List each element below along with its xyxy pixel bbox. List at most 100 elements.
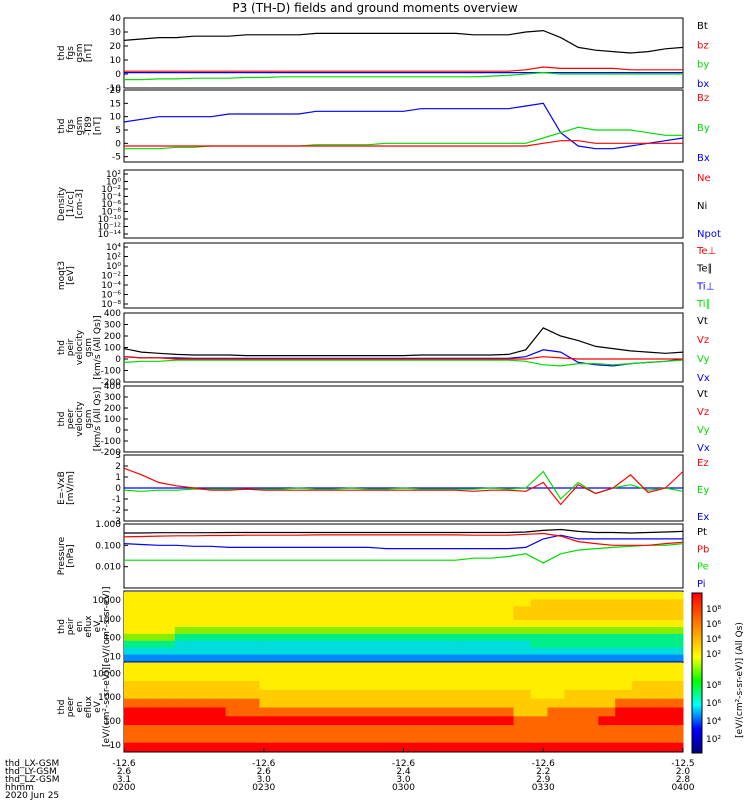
heatmap-cell xyxy=(276,689,294,699)
heatmap-cell xyxy=(513,680,532,690)
heatmap-cell xyxy=(361,742,379,752)
heatmap-cell xyxy=(445,715,464,726)
heatmap-cell xyxy=(581,733,599,743)
heatmap-cell xyxy=(395,742,413,752)
y-tick-label: -100 xyxy=(101,367,122,377)
x-tick-lx: -12.5 xyxy=(671,759,694,769)
heatmap-cell xyxy=(191,671,210,682)
heatmap-cell xyxy=(124,612,142,621)
heatmap-cell xyxy=(191,715,210,726)
heatmap-cell xyxy=(547,598,565,607)
heatmap-cell xyxy=(479,612,498,621)
heatmap-cell xyxy=(378,592,396,600)
heatmap-cell xyxy=(378,680,396,690)
heatmap-cell xyxy=(242,733,261,743)
heatmap-cell xyxy=(378,715,396,726)
heatmap-cell xyxy=(564,680,582,690)
heatmap-cell xyxy=(649,647,667,655)
heatmap-cell xyxy=(411,724,430,734)
series-line-Pt xyxy=(124,528,684,534)
heatmap-cell xyxy=(327,612,345,621)
heatmap-cell xyxy=(615,605,633,614)
x-row-label: thd_LY-GSM xyxy=(5,767,57,777)
series-line-Pe xyxy=(124,543,684,564)
y-axis-label: velocity xyxy=(75,401,85,437)
heatmap-cell xyxy=(327,698,345,708)
heatmap-cell xyxy=(378,742,396,752)
y-tick-label: 10⁻² xyxy=(101,185,121,195)
y-axis-label: [km/s (All Qs)] xyxy=(93,387,103,451)
heatmap-cell xyxy=(191,689,210,699)
heatmap-cell xyxy=(361,698,379,708)
heatmap-cell xyxy=(174,612,193,621)
heatmap-cell xyxy=(530,647,548,655)
heatmap-cell xyxy=(140,671,159,682)
heatmap-cell xyxy=(564,619,582,627)
heatmap-cell xyxy=(327,663,345,673)
heatmap-cell xyxy=(547,707,565,717)
heatmap-cell xyxy=(632,612,650,621)
heatmap-cell xyxy=(259,663,277,673)
heatmap-cell xyxy=(598,698,616,708)
heatmap-cell xyxy=(361,715,379,726)
heatmap-cell xyxy=(479,647,498,655)
heatmap-cell xyxy=(395,654,413,662)
heatmap-cell xyxy=(496,619,515,627)
y-tick-label: 10⁻⁶ xyxy=(101,200,121,210)
heatmap-cell xyxy=(259,715,277,726)
heatmap-cell xyxy=(445,698,464,708)
heatmap-cell xyxy=(666,689,684,699)
x-row-label: thd_LX-GSM xyxy=(5,759,59,769)
heatmap-cell xyxy=(479,619,498,627)
heatmap-cell xyxy=(564,612,582,621)
heatmap-cell xyxy=(361,733,379,743)
heatmap-cell xyxy=(140,633,159,641)
heatmap-cell xyxy=(395,592,413,600)
heatmap-cell xyxy=(259,612,277,621)
heatmap-cell xyxy=(513,619,532,627)
y-tick-label: 0.010 xyxy=(95,563,121,573)
heatmap-cell xyxy=(445,724,464,734)
heatmap-cell xyxy=(479,733,498,743)
heatmap-cell xyxy=(174,605,193,614)
heatmap-cell xyxy=(547,715,565,726)
heatmap-cell xyxy=(513,698,532,708)
heatmap-cell xyxy=(225,619,244,627)
heatmap-cell xyxy=(615,647,633,655)
heatmap-cell xyxy=(208,654,227,662)
heatmap-cell xyxy=(157,742,176,752)
heatmap-cell xyxy=(208,605,227,614)
heatmap-cell xyxy=(191,707,210,717)
y-tick-label: 3 xyxy=(115,451,121,461)
heatmap-cell xyxy=(327,707,345,717)
legend-entry: Vt xyxy=(697,316,708,327)
heatmap-cell xyxy=(327,626,345,634)
heatmap-cell xyxy=(327,633,345,641)
heatmap-cell xyxy=(327,598,345,607)
heatmap-cell xyxy=(395,680,413,690)
heatmap-cell xyxy=(259,689,277,699)
heatmap-cell xyxy=(547,671,565,682)
heatmap-cell xyxy=(327,733,345,743)
heatmap-cell xyxy=(361,612,379,621)
heatmap-cell xyxy=(564,724,582,734)
heatmap-cell xyxy=(191,698,210,708)
heatmap-cell xyxy=(462,698,481,708)
heatmap-cell xyxy=(157,605,176,614)
heatmap-cell xyxy=(361,647,379,655)
heatmap-cell xyxy=(310,715,328,726)
heatmap-cell xyxy=(140,647,159,655)
heatmap-cell xyxy=(361,680,379,690)
heatmap-cell xyxy=(378,640,396,648)
heatmap-cell xyxy=(649,742,667,752)
heatmap-cell xyxy=(276,715,294,726)
heatmap-cell xyxy=(530,598,548,607)
heatmap-cell xyxy=(496,707,515,717)
heatmap-cell xyxy=(208,715,227,726)
heatmap-cell xyxy=(411,598,430,607)
heatmap-cell xyxy=(513,733,532,743)
x-row-label: 2020 Jun 25 xyxy=(5,791,59,800)
heatmap-cell xyxy=(462,680,481,690)
heatmap-cell xyxy=(666,715,684,726)
